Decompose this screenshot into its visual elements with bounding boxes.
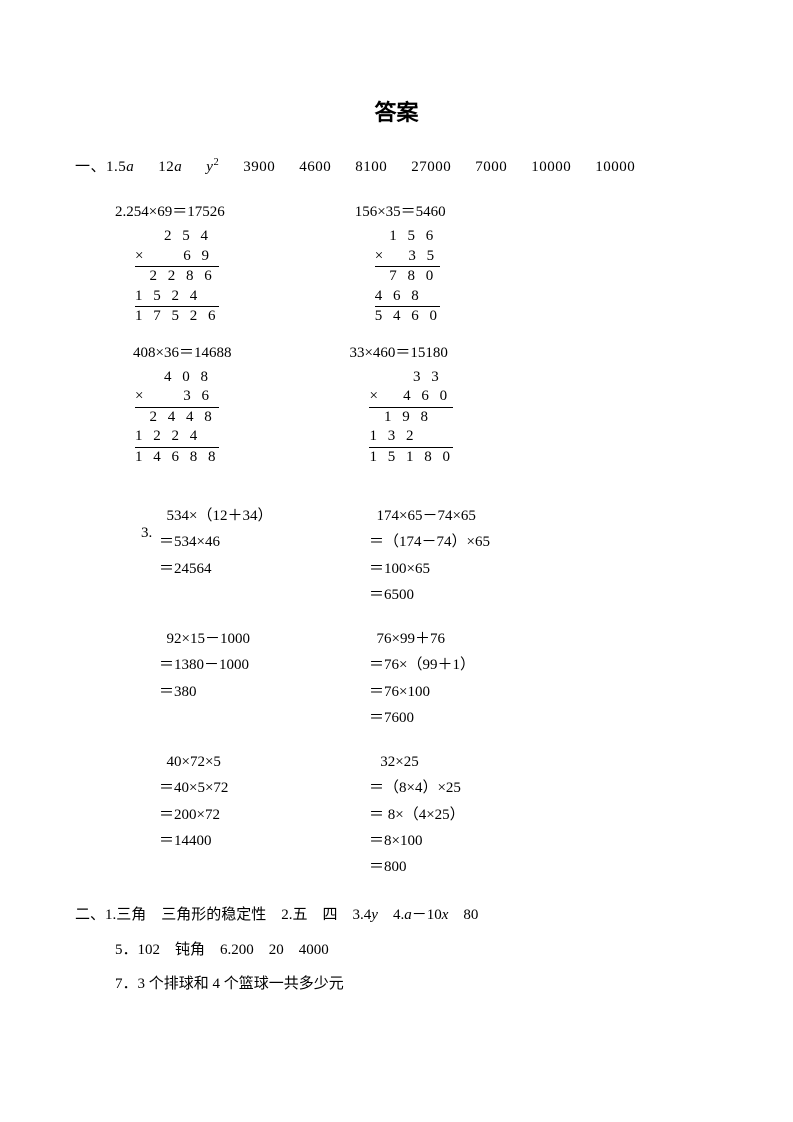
mult-block-1: 2.254×69＝17526 2 5 4× 6 9 2 2 8 61 5 2 4…	[115, 200, 225, 327]
mult-row-2: 408×36＝14688 4 0 8× 3 6 2 4 4 81 2 2 4 1…	[115, 341, 718, 468]
section-1-label: 一、	[75, 159, 106, 175]
mult-eq: 156×35＝5460	[355, 200, 446, 221]
mult-eq: 2.254×69＝17526	[115, 200, 225, 221]
step-calcs: 3. 534×（12＋34）＝534×46＝24564 174×65－74×65…	[141, 503, 718, 880]
section-1-line-1: 一、1.5a12ay239004600810027000700010000100…	[75, 155, 718, 176]
mult-row-1: 2.254×69＝17526 2 5 4× 6 9 2 2 8 61 5 2 4…	[115, 200, 718, 327]
mult-block-4: 33×460＝15180 3 3× 4 6 0 1 9 8 1 3 2 1 5 …	[349, 341, 453, 468]
mult-eq: 33×460＝15180	[349, 341, 453, 362]
page: 答案 一、1.5a12ay239004600810027000700010000…	[0, 0, 793, 1122]
page-title: 答案	[75, 95, 718, 127]
mult-block-3: 408×36＝14688 4 0 8× 3 6 2 4 4 81 2 2 4 1…	[115, 341, 231, 468]
mult-eq: 408×36＝14688	[133, 341, 231, 362]
section-2-line-2: 5．102 钝角 6.200 20 4000	[115, 933, 718, 968]
section-2-line-1: 二、1.三角 三角形的稳定性 2.五 四 3.4y 4.a－10x 80	[75, 898, 718, 933]
mult-block-2: 156×35＝5460 1 5 6× 3 5 7 8 04 6 8 5 4 6 …	[355, 200, 446, 327]
section-2-line-3: 7．3 个排球和 4 个篮球一共多少元	[115, 967, 718, 1002]
section-2: 二、1.三角 三角形的稳定性 2.五 四 3.4y 4.a－10x 80 5．1…	[75, 898, 718, 1002]
